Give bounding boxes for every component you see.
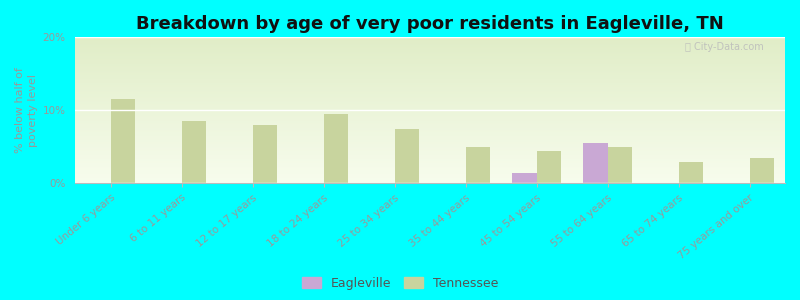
Legend: Eagleville, Tennessee: Eagleville, Tennessee: [298, 273, 502, 294]
Bar: [253, 125, 278, 184]
Bar: [512, 172, 537, 184]
Bar: [323, 114, 349, 184]
Bar: [110, 99, 135, 184]
Bar: [182, 122, 206, 184]
Bar: [750, 158, 774, 184]
Bar: [678, 162, 703, 184]
Bar: [394, 129, 419, 184]
Bar: [582, 143, 607, 184]
Title: Breakdown by age of very poor residents in Eagleville, TN: Breakdown by age of very poor residents …: [136, 15, 724, 33]
Y-axis label: % below half of
poverty level: % below half of poverty level: [15, 68, 38, 153]
Bar: [537, 151, 562, 184]
Text: ⓘ City-Data.com: ⓘ City-Data.com: [685, 42, 764, 52]
Bar: [607, 147, 632, 184]
Bar: [466, 147, 490, 184]
